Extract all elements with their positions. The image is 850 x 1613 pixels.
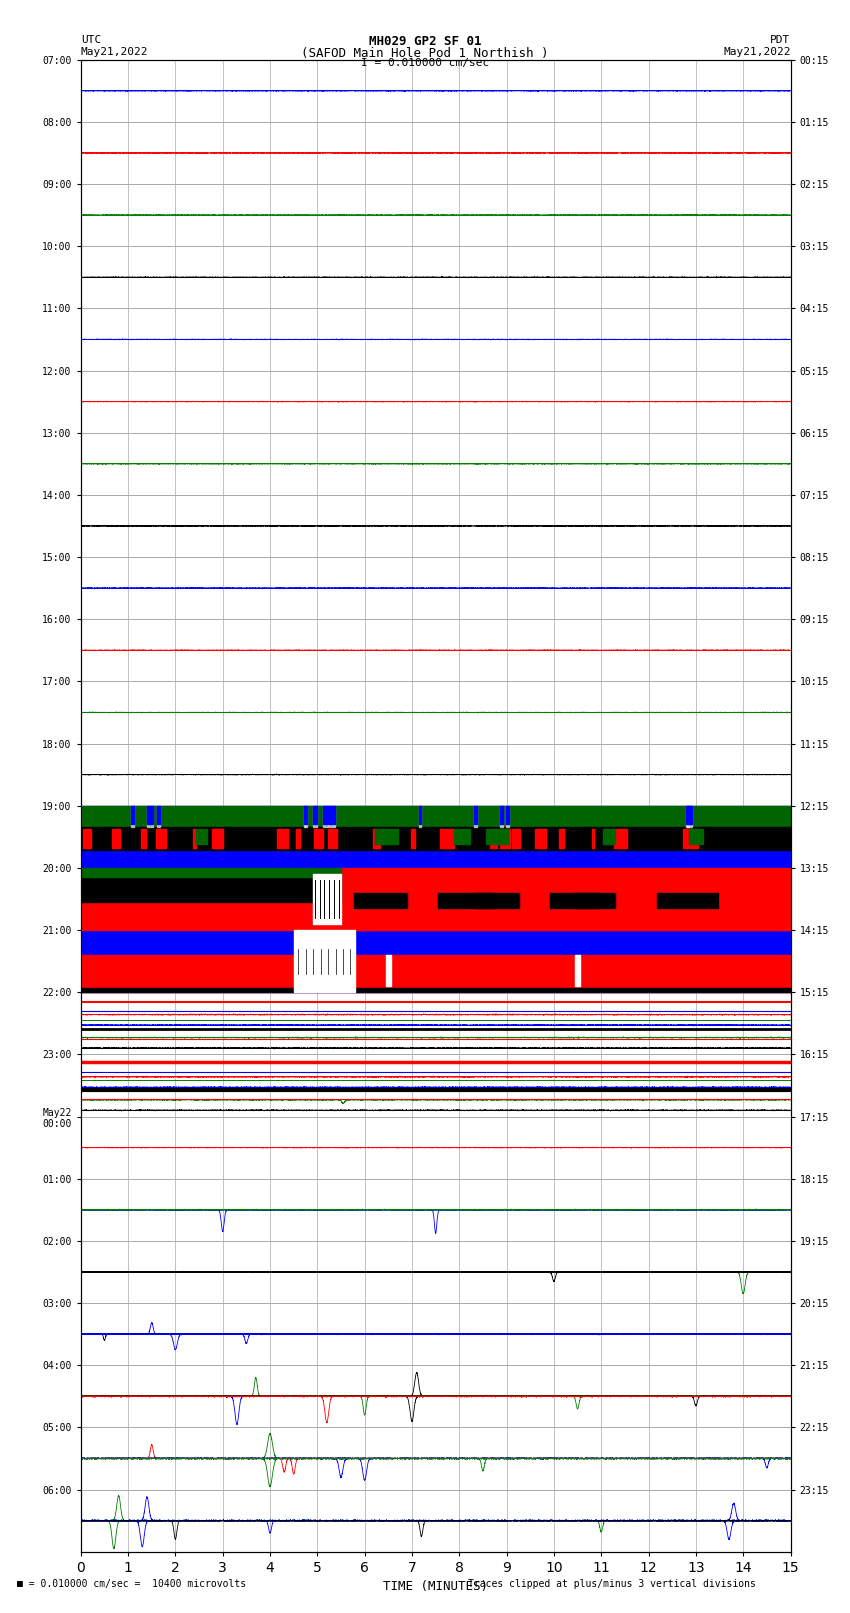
Text: Traces clipped at plus/minus 3 vertical divisions: Traces clipped at plus/minus 3 vertical … bbox=[468, 1579, 756, 1589]
Text: PDT: PDT bbox=[770, 35, 790, 45]
Text: UTC: UTC bbox=[81, 35, 101, 45]
Text: MH029 GP2 SF 01: MH029 GP2 SF 01 bbox=[369, 35, 481, 48]
X-axis label: TIME (MINUTES): TIME (MINUTES) bbox=[383, 1581, 488, 1594]
Text: I = 0.010000 cm/sec: I = 0.010000 cm/sec bbox=[361, 58, 489, 68]
Text: ■ = 0.010000 cm/sec =  10400 microvolts: ■ = 0.010000 cm/sec = 10400 microvolts bbox=[17, 1579, 246, 1589]
Text: (SAFOD Main Hole Pod 1 Northish ): (SAFOD Main Hole Pod 1 Northish ) bbox=[301, 47, 549, 60]
Text: May21,2022: May21,2022 bbox=[723, 47, 791, 56]
Text: May21,2022: May21,2022 bbox=[81, 47, 148, 56]
